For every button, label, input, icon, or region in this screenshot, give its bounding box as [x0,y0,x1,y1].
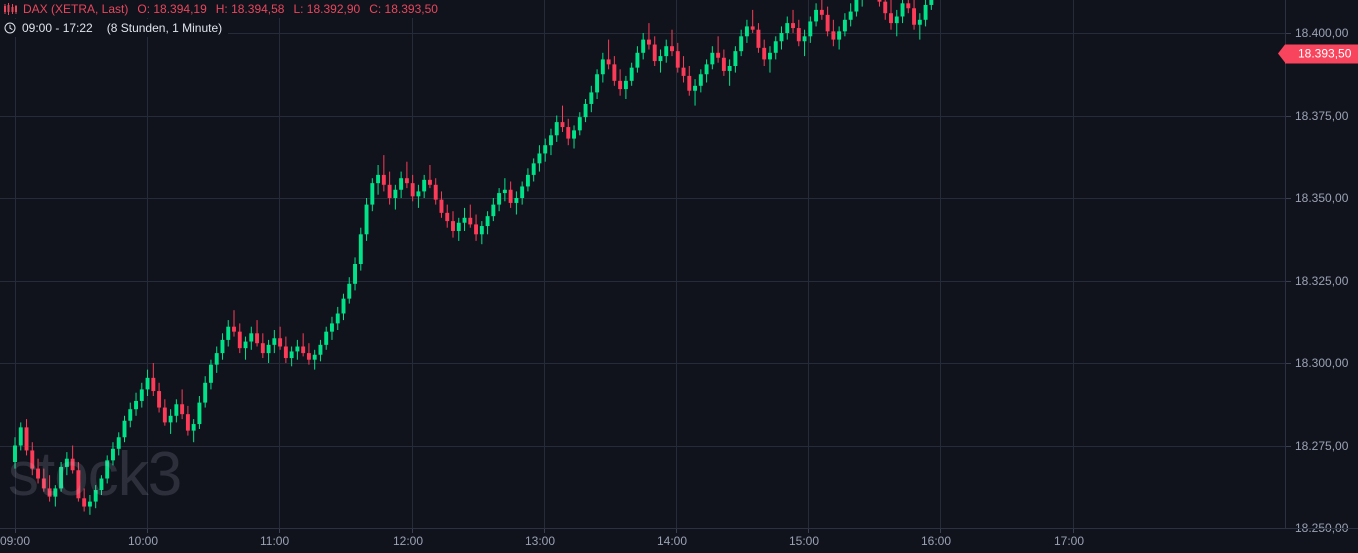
gridline-horizontal [0,446,1285,447]
chart-header-session-row: 09:00 - 17:22 (8 Stunden, 1 Minute) [0,19,229,37]
gridline-vertical [15,0,16,528]
gridline-vertical [676,0,677,528]
time-axis-tick [544,529,545,533]
time-axis-tick [279,529,280,533]
chart-plot-area[interactable] [0,0,1285,528]
time-axis-tick [147,529,148,533]
session-range: 09:00 - 17:22 [22,21,93,35]
price-axis-tick [1286,33,1291,34]
time-axis-tick [15,529,16,533]
ohlc-close: C: 18.393,50 [369,2,438,16]
time-axis-label: 17:00 [1054,534,1085,548]
time-axis-label: 10:00 [128,534,159,548]
time-axis-tick [940,529,941,533]
price-axis-label: 18.400,00 [1295,26,1349,40]
time-axis-tick [676,529,677,533]
last-price-badge: 18.393,50 [1277,44,1358,64]
price-axis-tick [1286,198,1291,199]
gridline-horizontal [0,281,1285,282]
chart-header-quote-row: DAX (XETRA, Last) O: 18.394,19 H: 18.394… [0,0,444,18]
time-axis-label: 15:00 [789,534,820,548]
time-axis-tick [808,529,809,533]
price-axis-label: 18.350,00 [1295,191,1349,205]
price-axis-label: 18.375,00 [1295,109,1349,123]
candlestick-icon [4,3,17,15]
price-axis-tick [1286,446,1291,447]
gridline-horizontal [0,363,1285,364]
price-axis-tick [1286,116,1291,117]
gridline-horizontal [0,116,1285,117]
clock-icon [4,22,16,34]
time-axis-label: 09:00 [0,534,31,548]
price-axis-tick [1286,281,1291,282]
price-axis-label: 18.275,00 [1295,439,1349,453]
instrument-title: DAX (XETRA, Last) [23,2,129,16]
time-axis-label: 11:00 [260,534,290,548]
price-axis-label: 18.300,00 [1295,356,1349,370]
candlestick-series [13,0,934,515]
price-axis-label: 18.325,00 [1295,274,1349,288]
time-axis-label: 13:00 [525,534,556,548]
gridline-vertical [279,0,280,528]
price-axis-tick [1286,363,1291,364]
time-axis-label: 16:00 [921,534,952,548]
time-axis-tick [1073,529,1074,533]
gridline-horizontal [0,198,1285,199]
time-axis[interactable]: 09:00 10:00 11:00 12:00 13:00 14:00 15:00 16:00… [0,528,1358,553]
chart-header: DAX (XETRA, Last) O: 18.394,19 H: 18.394… [0,0,444,37]
time-axis-label: 14:00 [657,534,688,548]
ohlc-open: O: 18.394,19 [137,2,207,16]
gridline-vertical [412,0,413,528]
gridline-vertical [808,0,809,528]
gridline-vertical [147,0,148,528]
time-axis-tick [412,529,413,533]
gridline-horizontal [0,33,1285,34]
gridline-vertical [1073,0,1074,528]
ohlc-low: L: 18.392,90 [293,2,361,16]
interval-label: (8 Stunden, 1 Minute) [106,21,223,35]
gridline-vertical [940,0,941,528]
time-axis-label: 12:00 [393,534,424,548]
ohlc-high: H: 18.394,58 [215,2,285,16]
gridline-vertical [544,0,545,528]
price-axis[interactable]: 18.250,00 18.275,00 18.300,00 18.325,00 18.3… [1285,0,1358,535]
